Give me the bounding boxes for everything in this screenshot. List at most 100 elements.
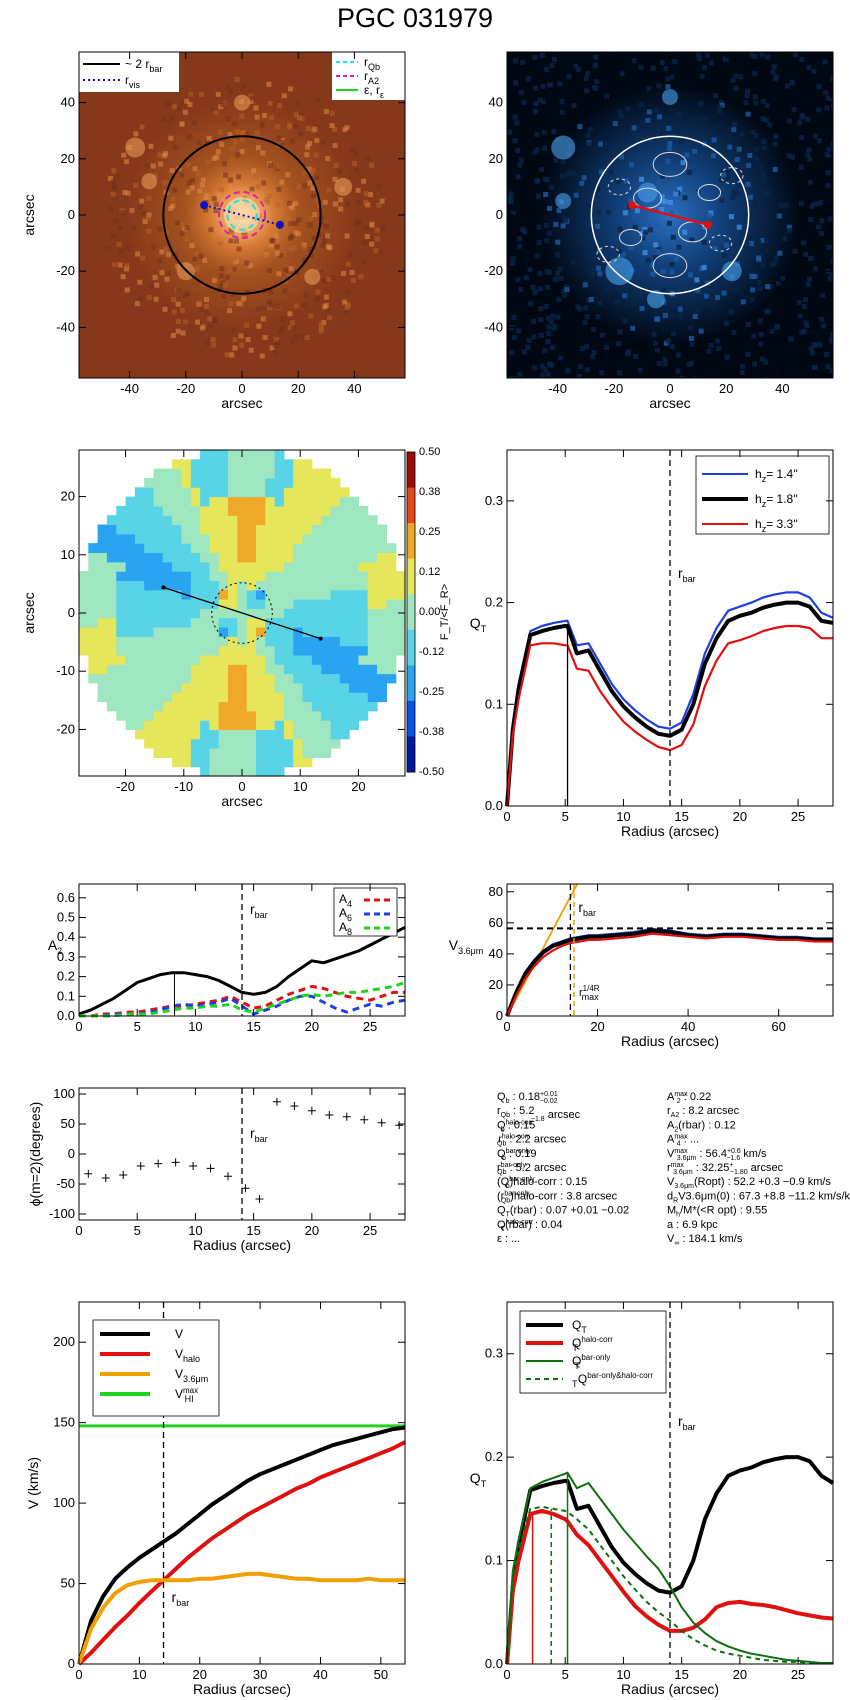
heatmap-cell <box>311 505 322 516</box>
heatmap-cell <box>200 645 210 656</box>
heatmap-cell <box>321 580 332 591</box>
image-pixel <box>576 66 582 72</box>
image-pixel <box>570 259 576 265</box>
image-pixel <box>669 344 675 350</box>
heatmap-cell <box>256 571 266 581</box>
heatmap-cell <box>246 561 257 572</box>
heatmap-cell <box>293 654 304 665</box>
heatmap-cell <box>125 552 136 563</box>
image-pixel <box>224 274 230 280</box>
inner-slope-line <box>506 883 578 1017</box>
image-pixel <box>542 367 548 372</box>
legend-label: QT <box>572 1318 587 1335</box>
heatmap-cell <box>321 533 332 544</box>
image-pixel <box>158 161 164 167</box>
heatmap-cell <box>293 524 304 535</box>
heatmap-cell <box>265 608 276 619</box>
heatmap-cell <box>228 766 238 777</box>
image-pixel <box>296 184 302 190</box>
image-pixel <box>363 200 369 206</box>
image-pixel <box>532 365 538 371</box>
heatmap-cell <box>339 561 350 572</box>
heatmap-cell <box>153 692 164 703</box>
heatmap-cell <box>125 710 136 721</box>
image-pixel <box>662 199 668 205</box>
knot <box>125 137 146 158</box>
image-pixel <box>736 146 742 152</box>
heatmap-cell <box>79 645 89 656</box>
heatmap-cell <box>246 487 257 498</box>
image-pixel <box>652 255 658 260</box>
image-pixel <box>204 340 210 346</box>
image-pixel <box>704 52 710 58</box>
image-pixel <box>562 292 568 298</box>
knot <box>721 261 742 282</box>
image-pixel <box>655 316 661 322</box>
image-pixel <box>259 353 265 359</box>
image-pixel <box>757 318 763 324</box>
image-pixel <box>214 225 220 231</box>
heatmap-cell <box>293 720 304 730</box>
heatmap-cell <box>302 477 313 488</box>
image-pixel <box>171 309 177 315</box>
rbar-label: rbar <box>250 901 268 920</box>
image-pixel <box>228 301 234 307</box>
image-pixel <box>518 287 524 292</box>
image-pixel <box>717 108 723 114</box>
image-pixel <box>638 64 644 70</box>
image-pixel <box>734 191 740 197</box>
heatmap-cell <box>218 533 229 544</box>
image-pixel <box>106 245 112 251</box>
image-pixel <box>827 216 833 222</box>
heatmap-cell <box>218 487 229 498</box>
rqb-circle <box>226 199 258 231</box>
heatmap-cell <box>311 748 322 758</box>
heatmap-cell <box>237 580 248 591</box>
heatmap-cell <box>144 682 155 693</box>
image-pixel <box>542 145 547 151</box>
image-pixel <box>764 103 770 109</box>
image-pixel <box>116 241 122 247</box>
colorbar-tick-label: 0.25 <box>419 526 440 538</box>
image-pixel <box>617 109 623 115</box>
image-pixel <box>239 149 245 154</box>
image-pixel <box>293 112 299 118</box>
image-pixel <box>573 192 579 198</box>
heatmap-cell <box>209 589 220 600</box>
heatmap-cell <box>228 496 238 507</box>
x-tick-label: 10 <box>616 809 630 824</box>
heatmap-cell <box>172 627 182 637</box>
heatmap-cell <box>293 692 304 703</box>
heatmap-cell <box>106 682 117 693</box>
image-pixel <box>642 229 648 235</box>
heatmap-cell <box>237 552 248 563</box>
heatmap-cell <box>106 673 117 684</box>
heatmap-cell <box>200 617 210 628</box>
heatmap-cell <box>200 627 210 637</box>
heatmap-cell <box>181 645 192 656</box>
image-pixel <box>744 93 750 99</box>
legend-label: Vhalo <box>175 1347 200 1364</box>
image-pixel <box>639 231 645 237</box>
heatmap-cell <box>321 571 332 581</box>
image-pixel <box>159 270 165 276</box>
image-pixel <box>638 101 644 107</box>
heatmap-cell <box>283 524 294 535</box>
heatmap-cell <box>172 459 182 470</box>
image-pixel <box>513 80 519 86</box>
image-pixel <box>546 331 552 336</box>
heatmap-cell <box>97 673 108 684</box>
heatmap-cell <box>79 627 89 637</box>
x-tick-label: 10 <box>616 1667 630 1682</box>
heatmap-cell <box>125 636 136 647</box>
x-tick-label: 20 <box>305 1223 319 1238</box>
x-tick-label: 0 <box>238 779 245 794</box>
legend-label: V3.6μm <box>175 1367 208 1384</box>
heatmap-cell <box>246 738 257 749</box>
image-pixel <box>666 338 671 344</box>
heatmap-cell <box>190 627 201 637</box>
image-pixel <box>622 210 628 216</box>
image-pixel <box>738 74 744 80</box>
stat-line: Amax 2 : 0.22 <box>667 1091 711 1105</box>
image-pixel <box>126 246 132 252</box>
